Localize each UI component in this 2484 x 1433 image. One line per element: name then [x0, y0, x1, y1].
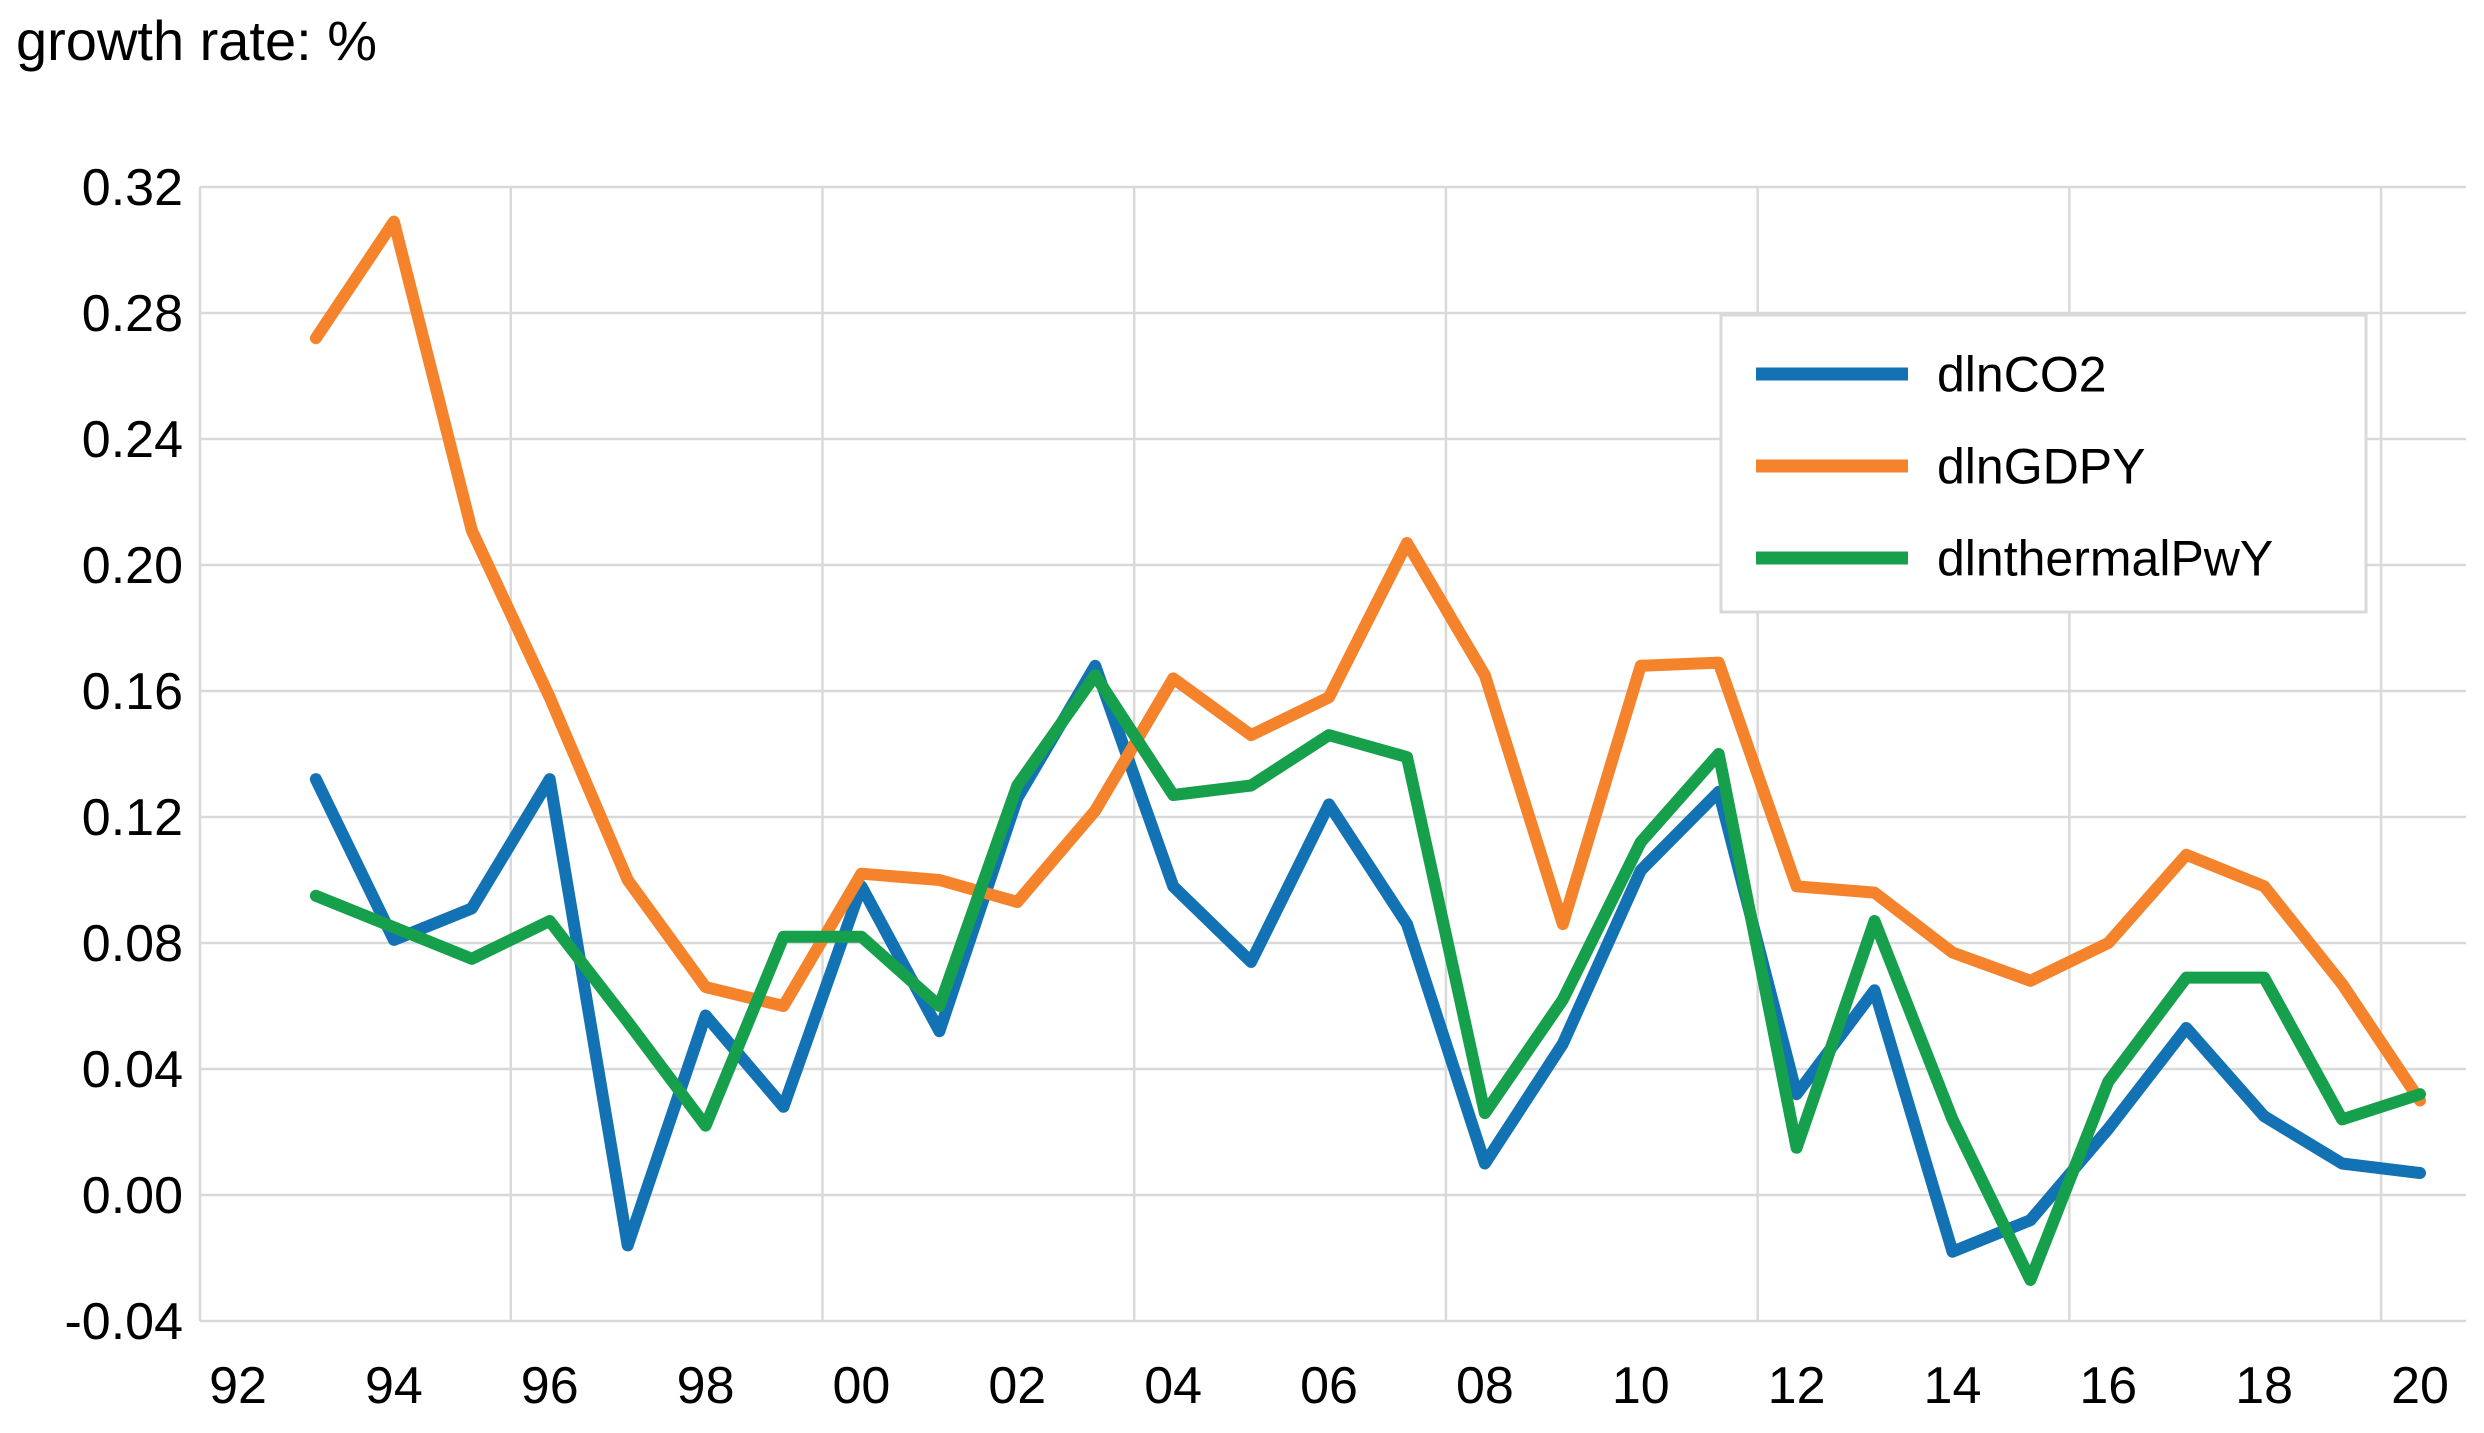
x-tick-label: 00 [833, 1357, 891, 1415]
x-tick-label: 14 [1924, 1357, 1982, 1415]
y-tick-label: 0.08 [82, 915, 183, 973]
chart-title: growth rate: % [16, 9, 378, 72]
y-tick-label: 0.00 [82, 1167, 183, 1225]
y-tick-label: 0.32 [82, 159, 183, 217]
x-tick-label: 06 [1300, 1357, 1358, 1415]
series-line-dlnthermalPwY [309, 669, 2426, 1286]
y-tick-label: 0.12 [82, 789, 183, 847]
series-line-dlnGDPY [309, 215, 2426, 1107]
x-tick-label: 20 [2391, 1357, 2449, 1415]
legend-label-dlnCO2: dlnCO2 [1937, 347, 2107, 403]
x-tick-label: 96 [521, 1357, 579, 1415]
legend-label-dlnGDPY: dlnGDPY [1937, 439, 2145, 495]
x-tick-label: 08 [1456, 1357, 1514, 1415]
y-tick-label: -0.04 [64, 1293, 183, 1351]
series-line-dlnCO2 [309, 659, 2426, 1258]
y-tick-label: 0.16 [82, 663, 183, 721]
x-tick-label: 16 [2079, 1357, 2137, 1415]
x-tick-label: 12 [1768, 1357, 1826, 1415]
legend-label-dlnthermalPwY: dlnthermalPwY [1937, 531, 2273, 587]
y-tick-label: 0.04 [82, 1041, 183, 1099]
x-tick-label: 18 [2235, 1357, 2293, 1415]
x-tick-label: 04 [1144, 1357, 1202, 1415]
x-tick-label: 10 [1612, 1357, 1670, 1415]
x-tick-label: 02 [988, 1357, 1046, 1415]
x-tick-label: 98 [677, 1357, 735, 1415]
y-tick-label: 0.20 [82, 537, 183, 595]
y-tick-label: 0.28 [82, 285, 183, 343]
x-tick-label: 94 [365, 1357, 423, 1415]
x-tick-label: 92 [209, 1357, 267, 1415]
y-tick-label: 0.24 [82, 411, 183, 469]
